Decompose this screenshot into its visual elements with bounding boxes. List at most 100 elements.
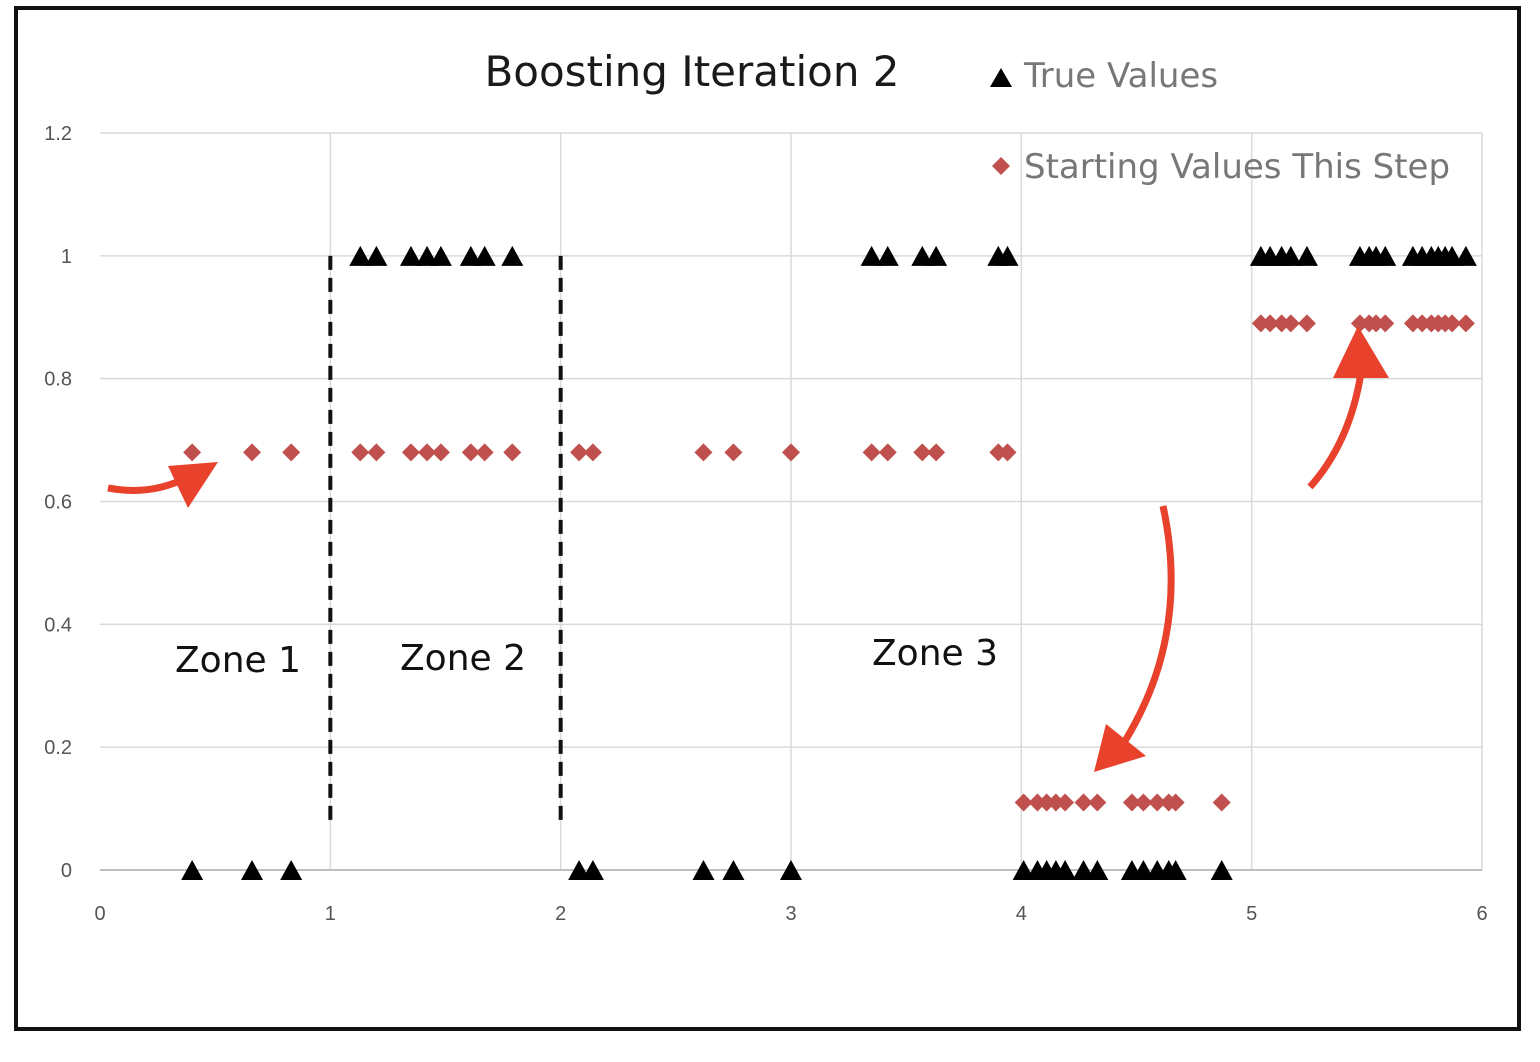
legend-triangle-marker — [990, 68, 1012, 87]
arrow-zone-3-shaft — [1115, 505, 1175, 754]
starting-value-point — [401, 443, 420, 462]
starting-value-point — [927, 443, 946, 462]
starting-value-point — [1134, 793, 1153, 812]
true-value-point — [459, 245, 482, 266]
starting-value-point — [1251, 314, 1270, 333]
starting-value-point — [183, 443, 202, 462]
true-value-point — [501, 245, 524, 266]
starting-value-point — [1413, 314, 1432, 333]
starting-value-point — [282, 443, 301, 462]
true-value-point — [416, 245, 439, 266]
true-value-point — [1374, 245, 1397, 266]
true-value-point — [473, 245, 496, 266]
starting-value-point — [461, 443, 480, 462]
starting-value-point — [1148, 793, 1167, 812]
x-tick-label: 0 — [94, 903, 105, 925]
starting-value-point — [1014, 793, 1033, 812]
marks-layer — [181, 245, 1477, 880]
true-value-point — [429, 245, 452, 266]
arrow-zone-1-shaft — [107, 474, 188, 494]
starting-value-point — [1350, 314, 1369, 333]
true-value-point — [1054, 860, 1077, 880]
starting-value-point — [570, 443, 589, 462]
starting-value-point — [351, 443, 370, 462]
true-value-point — [1279, 245, 1302, 266]
starting-value-point — [1403, 314, 1422, 333]
starting-value-point — [431, 443, 450, 462]
starting-value-point — [1456, 314, 1475, 333]
true-value-point — [1012, 860, 1035, 880]
starting-value-point — [724, 443, 743, 462]
legend-label-true-values: True Values — [1023, 56, 1218, 96]
y-tick-label: 0 — [61, 860, 72, 882]
true-value-point — [692, 860, 715, 880]
starting-value-point — [1166, 793, 1185, 812]
starting-value-point — [503, 443, 522, 462]
annotation-arrows — [107, 326, 1389, 772]
x-tick-label: 4 — [1016, 903, 1027, 925]
x-tick-label: 3 — [785, 903, 796, 925]
true-value-point — [280, 860, 303, 880]
zone-3-label: Zone 3 — [872, 633, 998, 674]
true-value-point — [780, 860, 802, 880]
true-value-point — [1454, 245, 1477, 266]
true-value-point — [241, 860, 264, 880]
true-value-point — [568, 860, 591, 880]
zone-2-label: Zone 2 — [400, 638, 526, 679]
true-value-point — [181, 860, 204, 880]
starting-value-point — [475, 443, 494, 462]
starting-value-point — [1272, 314, 1291, 333]
starting-value-point — [1443, 314, 1462, 333]
x-tick-label: 1 — [325, 903, 336, 925]
true-value-point — [1086, 860, 1109, 880]
starting-value-point — [998, 443, 1017, 462]
true-value-point — [722, 860, 745, 880]
starting-value-point — [913, 443, 932, 462]
true-value-point — [349, 245, 372, 266]
starting-value-point — [367, 443, 386, 462]
starting-value-point — [694, 443, 713, 462]
true-value-point — [1072, 860, 1095, 880]
starting-value-point — [1281, 314, 1300, 333]
y-tick-label: 0.2 — [44, 737, 72, 759]
starting-value-point — [1367, 314, 1386, 333]
starting-value-point — [243, 443, 262, 462]
true-value-point — [911, 245, 934, 266]
starting-value-point — [1056, 793, 1075, 812]
chart-title: Boosting Iteration 2 — [484, 47, 899, 96]
starting-value-point — [583, 443, 602, 462]
true-value-point — [1132, 860, 1155, 880]
starting-value-point — [1376, 314, 1395, 333]
starting-value-point — [1037, 793, 1056, 812]
starting-value-point — [989, 443, 1008, 462]
true-value-point — [365, 245, 388, 266]
arrow-zone-4-shaft — [1307, 365, 1366, 490]
grid-layer — [100, 132, 1483, 870]
true-value-point — [399, 245, 422, 266]
starting-value-point — [1028, 793, 1047, 812]
true-value-point — [925, 245, 948, 266]
starting-value-point — [418, 443, 437, 462]
starting-value-point — [782, 443, 800, 462]
legend-diamond-marker — [992, 157, 1010, 175]
y-tick-label: 0.8 — [44, 369, 72, 391]
starting-value-point — [1122, 793, 1141, 812]
axis-layer: 0 0.2 0.4 0.6 0.8 1 1.2 0 1 2 3 4 5 6 — [44, 123, 1487, 925]
starting-value-point — [1212, 793, 1231, 812]
true-value-point — [1210, 860, 1233, 880]
y-tick-label: 1.2 — [44, 123, 72, 145]
starting-value-point — [1074, 793, 1093, 812]
x-tick-label: 5 — [1246, 903, 1257, 925]
starting-value-point — [862, 443, 881, 462]
starting-value-point — [878, 443, 897, 462]
legend-label-starting-values: Starting Values This Step — [1024, 147, 1450, 187]
starting-value-point — [1046, 793, 1065, 812]
zone-divider-layer — [328, 255, 563, 821]
starting-value-point — [1261, 314, 1280, 333]
starting-value-point — [1297, 314, 1316, 333]
legend: True Values Starting Values This Step — [990, 56, 1450, 187]
true-value-point — [1295, 245, 1318, 266]
true-value-point — [876, 245, 899, 266]
arrow-zone-4-head — [1333, 326, 1389, 378]
